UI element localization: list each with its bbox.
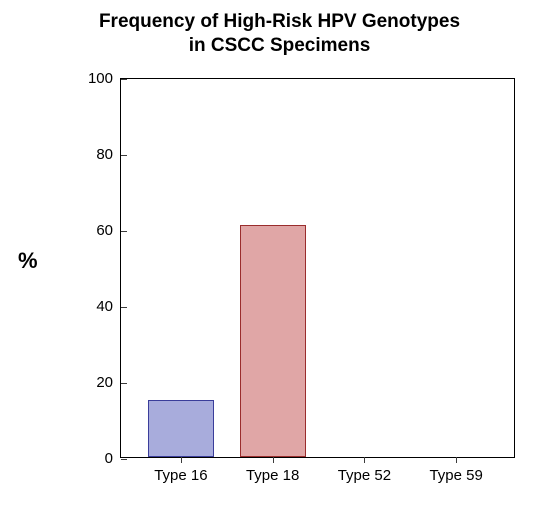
xtick-label: Type 52 [338, 467, 391, 484]
chart-title: Frequency of High-Risk HPV Genotypes in … [0, 10, 559, 58]
bar [148, 400, 214, 457]
y-axis-label: % [18, 248, 38, 274]
title-line-2: in CSCC Specimens [189, 35, 371, 56]
ytick [121, 231, 127, 232]
xtick [456, 457, 457, 463]
ytick [121, 155, 127, 156]
ytick-label: 80 [71, 146, 113, 163]
plot-wrap: 020406080100Type 16Type 18Type 52Type 59 [120, 78, 515, 458]
ytick-label: 20 [71, 374, 113, 391]
ytick [121, 307, 127, 308]
ytick-label: 40 [71, 298, 113, 315]
bar [240, 225, 306, 457]
plot-area: 020406080100Type 16Type 18Type 52Type 59 [120, 78, 515, 458]
xtick [273, 457, 274, 463]
ytick-label: 60 [71, 222, 113, 239]
chart-container: Frequency of High-Risk HPV Genotypes in … [0, 0, 559, 512]
xtick-label: Type 18 [246, 467, 299, 484]
xtick-label: Type 16 [154, 467, 207, 484]
ytick-label: 0 [71, 450, 113, 467]
title-line-1: Frequency of High-Risk HPV Genotypes [99, 11, 460, 32]
ytick [121, 383, 127, 384]
xtick [181, 457, 182, 463]
xtick [364, 457, 365, 463]
ytick [121, 79, 127, 80]
xtick-label: Type 59 [429, 467, 482, 484]
ytick [121, 459, 127, 460]
ytick-label: 100 [71, 70, 113, 87]
